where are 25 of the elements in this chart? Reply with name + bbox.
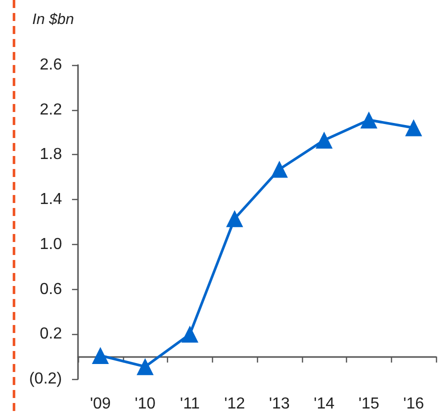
y-tick-label: (0.2) [29, 370, 62, 388]
point [181, 326, 198, 343]
x-tick-label: '16 [403, 396, 424, 412]
x-tick-label: '12 [224, 396, 246, 412]
x-tick-label: '09 [90, 396, 111, 412]
y-tick-label: 2.6 [40, 56, 62, 74]
point [92, 346, 109, 364]
point [316, 132, 333, 149]
y-tick-label: 1.0 [40, 236, 62, 253]
y-tick-label: 0.6 [40, 280, 62, 298]
y-tick-label: 1.4 [40, 191, 62, 208]
point [226, 210, 244, 228]
y-tick-label: 2.2 [40, 101, 62, 118]
point [405, 119, 422, 136]
point [136, 358, 154, 376]
point [360, 111, 378, 128]
y-axis-title: In $bn [32, 11, 74, 28]
point [270, 160, 288, 178]
y-tick-label: 0.2 [40, 326, 62, 343]
x-tick-label: '10 [134, 396, 156, 412]
x-tick-label: '13 [268, 396, 290, 412]
y-tick-label: 1.8 [40, 146, 62, 164]
x-tick-label: '15 [358, 396, 380, 412]
x-tick-label: '14 [314, 396, 335, 412]
x-tick-label: '11 [180, 396, 200, 412]
